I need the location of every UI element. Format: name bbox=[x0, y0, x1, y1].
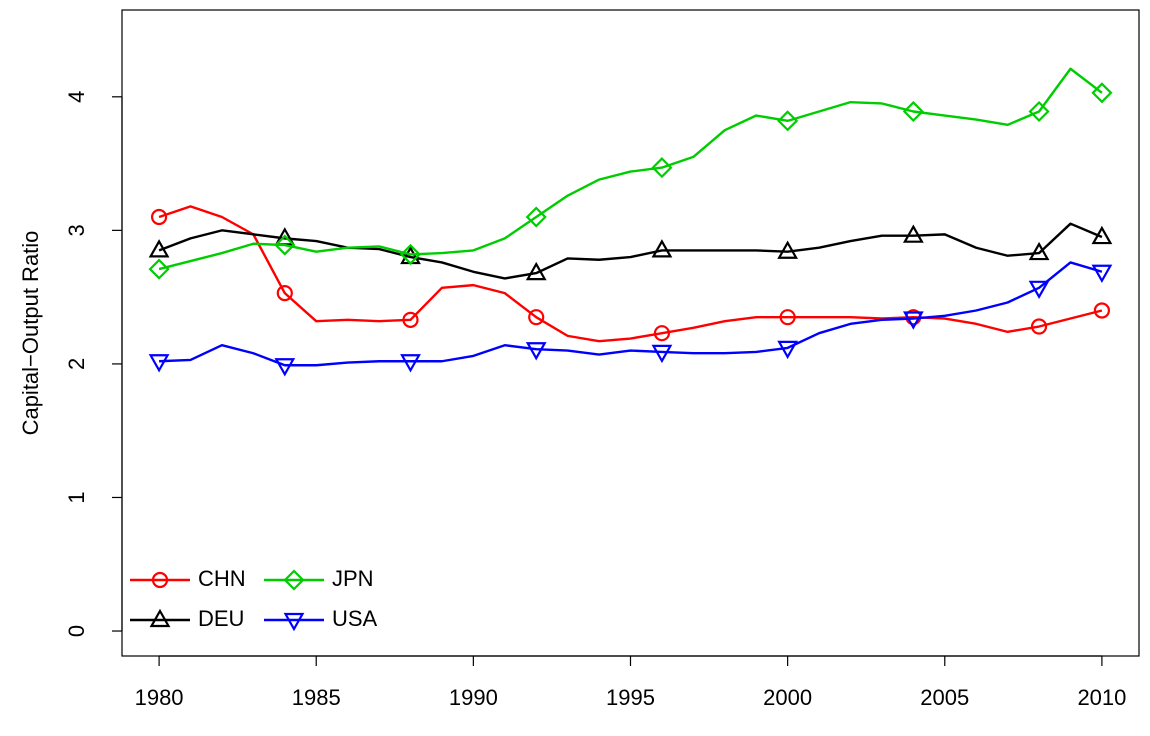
marker bbox=[902, 100, 924, 123]
x-tick-label: 2005 bbox=[920, 685, 969, 710]
series-line bbox=[159, 261, 1103, 367]
y-axis-label: Capital−Output Ratio bbox=[18, 231, 43, 436]
y-tick-label: 0 bbox=[64, 625, 89, 637]
marker bbox=[276, 285, 293, 302]
marker bbox=[651, 344, 673, 364]
marker bbox=[777, 110, 799, 132]
marker bbox=[902, 311, 924, 330]
legend-marker bbox=[283, 612, 305, 632]
legend-label: CHN bbox=[198, 566, 246, 591]
x-tick-label: 2000 bbox=[763, 685, 812, 710]
marker bbox=[1028, 241, 1050, 261]
marker bbox=[525, 206, 547, 228]
legend-marker bbox=[151, 571, 169, 589]
series-line bbox=[158, 222, 1103, 280]
marker bbox=[148, 354, 170, 373]
marker bbox=[651, 157, 673, 179]
x-tick-label: 1980 bbox=[135, 685, 184, 710]
marker bbox=[525, 261, 547, 281]
plot-frame bbox=[121, 9, 1140, 657]
x-tick-label: 1985 bbox=[292, 685, 341, 710]
marker bbox=[525, 342, 547, 361]
series-line bbox=[158, 205, 1103, 343]
marker bbox=[779, 309, 796, 326]
y-tick-label: 1 bbox=[64, 491, 89, 503]
legend-marker bbox=[149, 608, 171, 628]
marker bbox=[274, 358, 296, 377]
legend-label: JPN bbox=[332, 566, 374, 591]
x-tick-label: 2010 bbox=[1077, 685, 1126, 710]
x-tick-label: 1990 bbox=[449, 685, 498, 710]
marker bbox=[902, 224, 924, 243]
marker bbox=[1028, 280, 1050, 300]
marker bbox=[399, 243, 422, 265]
marker bbox=[1028, 100, 1050, 123]
y-tick-label: 4 bbox=[64, 91, 89, 103]
legend-label: USA bbox=[332, 606, 378, 631]
marker bbox=[150, 208, 168, 226]
marker bbox=[274, 234, 296, 256]
marker bbox=[148, 258, 170, 280]
marker bbox=[1093, 302, 1111, 319]
legend-marker bbox=[283, 569, 305, 591]
series-line bbox=[158, 67, 1103, 271]
marker bbox=[777, 240, 799, 259]
marker bbox=[528, 309, 545, 326]
marker bbox=[777, 340, 799, 360]
marker bbox=[1091, 264, 1113, 283]
marker bbox=[400, 354, 421, 373]
marker bbox=[651, 239, 673, 258]
x-tick-label: 1995 bbox=[606, 685, 655, 710]
marker bbox=[653, 325, 671, 342]
y-tick-label: 3 bbox=[64, 224, 89, 236]
marker bbox=[148, 239, 170, 258]
marker bbox=[1091, 225, 1113, 245]
marker bbox=[402, 311, 419, 328]
marker bbox=[1091, 82, 1113, 104]
legend-label: DEU bbox=[198, 606, 244, 631]
y-tick-label: 2 bbox=[64, 358, 89, 370]
marker bbox=[1030, 318, 1048, 335]
